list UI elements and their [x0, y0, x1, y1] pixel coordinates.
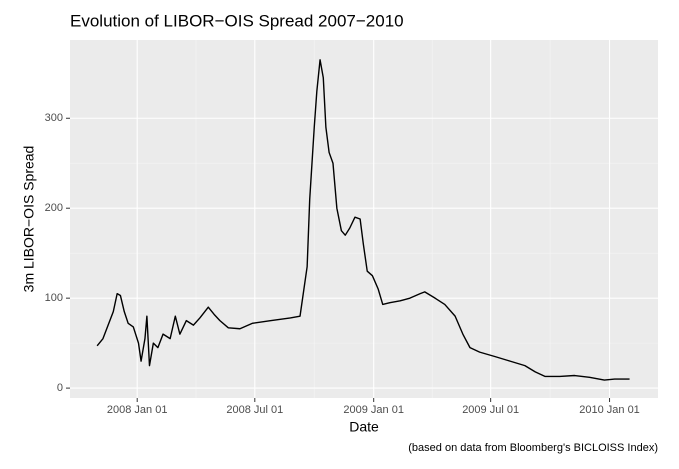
x-tick-label: 2009 Jan 01 — [343, 404, 404, 416]
panel — [70, 40, 658, 398]
y-tick-label: 100 — [45, 292, 63, 304]
x-axis-label: Date — [349, 419, 379, 435]
y-tick-label: 0 — [57, 382, 63, 394]
line — [96, 59, 630, 381]
x-tick-label: 2008 Jan 01 — [107, 404, 168, 416]
y-axis-label: 3m LIBOR−OIS Spread — [21, 146, 37, 293]
x-tick-label: 2009 Jul 01 — [462, 404, 519, 416]
chart-title: Evolution of LIBOR−OIS Spread 2007−2010 — [70, 11, 404, 30]
caption: (based on data from Bloomberg's BICLOISS… — [408, 442, 658, 454]
x-tick-label: 2008 Jul 01 — [226, 404, 283, 416]
y-tick-label: 300 — [45, 112, 63, 124]
x-tick-label: 2010 Jan 01 — [579, 404, 640, 416]
y-tick-label: 200 — [45, 202, 63, 214]
